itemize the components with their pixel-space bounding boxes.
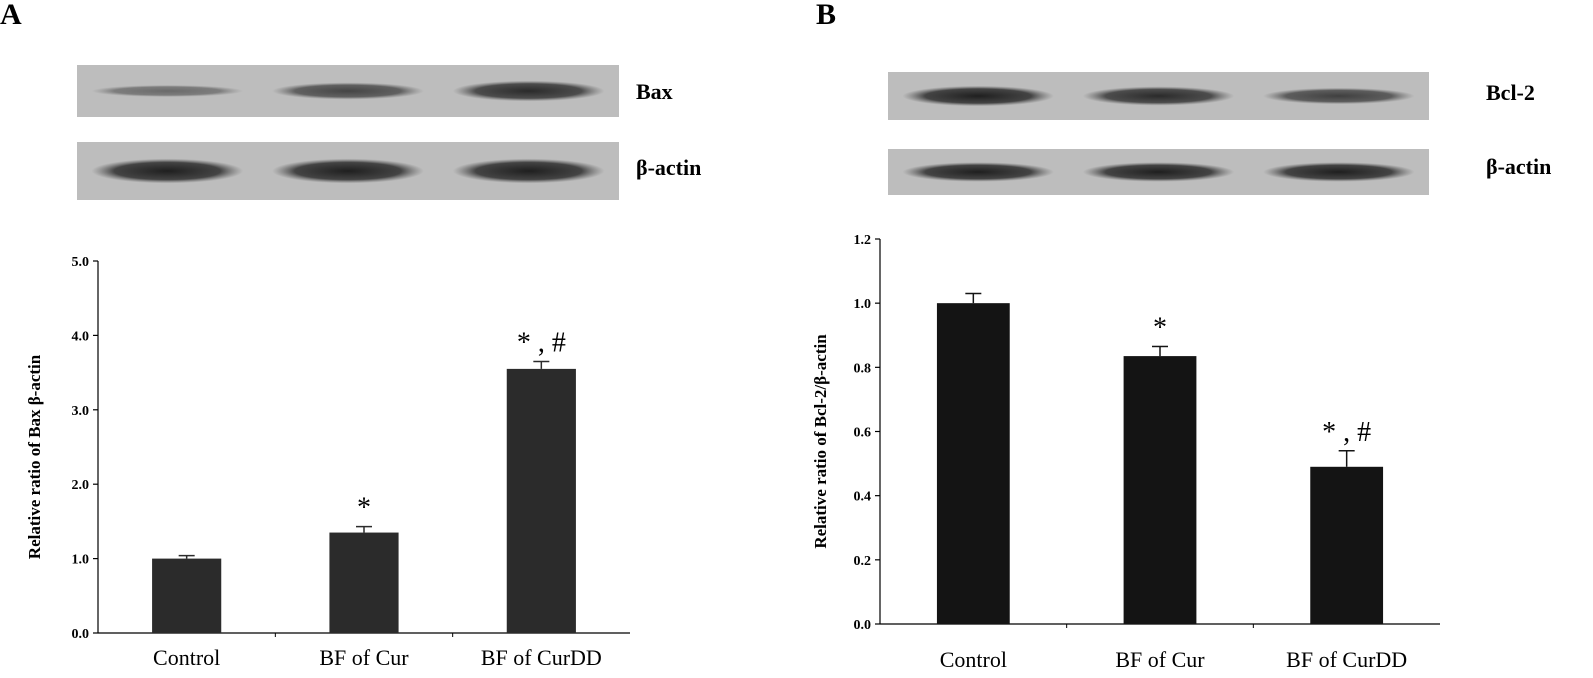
beta-actin-blot-label-a: β-actin [636, 155, 702, 180]
bax-blot-label: Bax [636, 79, 673, 104]
y-tick-label: 3.0 [72, 404, 90, 419]
blot-band [902, 162, 1054, 182]
blot-band [1082, 162, 1235, 182]
x-category-label: BF of Cur [1115, 647, 1205, 672]
panel-b-letter: B [816, 0, 837, 31]
blot-band [1263, 162, 1415, 182]
bar [152, 558, 222, 633]
x-category-label: BF of CurDD [481, 645, 602, 670]
bcl2-blot-label: Bcl-2 [1486, 80, 1535, 105]
y-tick-label: 0.2 [854, 554, 872, 569]
y-tick-label: 4.0 [72, 329, 90, 344]
x-category-label: BF of Cur [319, 645, 409, 670]
y-tick-label: 1.0 [72, 553, 90, 568]
blot-band [902, 85, 1054, 107]
blot-band [272, 158, 424, 184]
y-axis-label: Relative ratio of Bcl-2/β-actin [811, 334, 830, 549]
beta-actin-blot-image-a [77, 142, 619, 200]
bar [329, 532, 399, 633]
x-category-label: Control [940, 647, 1007, 672]
significance-label: * [357, 493, 371, 524]
x-category-label: BF of CurDD [1286, 647, 1407, 672]
bax-blot-image [77, 65, 619, 117]
beta-actin-blot-label-b: β-actin [1486, 154, 1552, 179]
significance-label: * [1153, 312, 1167, 343]
y-tick-label: 0.8 [854, 361, 872, 376]
blot-band [452, 158, 605, 184]
y-tick-label: 5.0 [72, 255, 90, 270]
y-tick-label: 1.0 [854, 297, 872, 312]
bar [936, 303, 1010, 624]
bar [506, 368, 576, 633]
y-tick-label: 0.4 [854, 490, 872, 505]
x-category-label: Control [153, 645, 220, 670]
y-tick-label: 2.0 [72, 478, 90, 493]
beta-actin-blot-image-b [888, 149, 1429, 195]
y-axis-label: Relative ratio of Bax β-actin [25, 354, 44, 559]
panel-a-letter: A [0, 0, 22, 31]
blot-band [452, 80, 605, 102]
significance-label: * , # [1322, 417, 1371, 448]
y-tick-label: 0.0 [854, 618, 872, 633]
bcl2-blot-image [888, 72, 1429, 120]
blot-band [91, 85, 244, 97]
y-tick-label: 0.6 [854, 426, 872, 441]
y-tick-label: 0.0 [72, 627, 90, 642]
blot-band [1263, 87, 1415, 105]
blot-band [1082, 86, 1235, 106]
bar [1123, 356, 1197, 624]
bar [1310, 466, 1384, 624]
blot-band [91, 158, 244, 184]
significance-label: * , # [517, 327, 566, 358]
y-tick-label: 1.2 [854, 233, 872, 248]
blot-band [272, 82, 424, 100]
